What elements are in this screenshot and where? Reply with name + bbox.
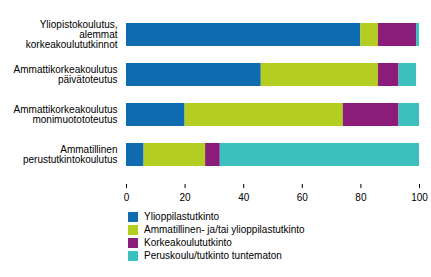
svg-text:Ammattikorkeakoulutuspäivätote: Ammattikorkeakoulutuspäivätoteutus bbox=[14, 64, 118, 85]
svg-text:40: 40 bbox=[238, 192, 250, 203]
svg-text:0: 0 bbox=[124, 192, 130, 203]
html-text:Ammatillinen- ja/tai ylioppila: Ammatillinen- ja/tai ylioppilastutkinto bbox=[144, 224, 305, 235]
svg-text:60: 60 bbox=[297, 192, 309, 203]
svg-text:Yliopistokoulutus,alemmatkorke: Yliopistokoulutus,alemmatkorkeakoulututk… bbox=[26, 19, 118, 50]
svg-text:20: 20 bbox=[180, 192, 192, 203]
svg-text:Ammatillinenperustutkintokoulu: Ammatillinenperustutkintokoulutus bbox=[23, 144, 118, 165]
html-text:Korkeakoulututkinto: Korkeakoulututkinto bbox=[144, 237, 232, 248]
svg-text:100: 100 bbox=[411, 192, 428, 203]
html-text:Ylioppilastutkinto: Ylioppilastutkinto bbox=[144, 211, 219, 222]
svg-text:80: 80 bbox=[355, 192, 367, 203]
html-text:Peruskoulu/tutkinto tuntematon: Peruskoulu/tutkinto tuntematon bbox=[144, 250, 282, 261]
svg-text:Ammattikorkeakoulutusmonimuoto: Ammattikorkeakoulutusmonimuotototeutus bbox=[14, 104, 118, 125]
